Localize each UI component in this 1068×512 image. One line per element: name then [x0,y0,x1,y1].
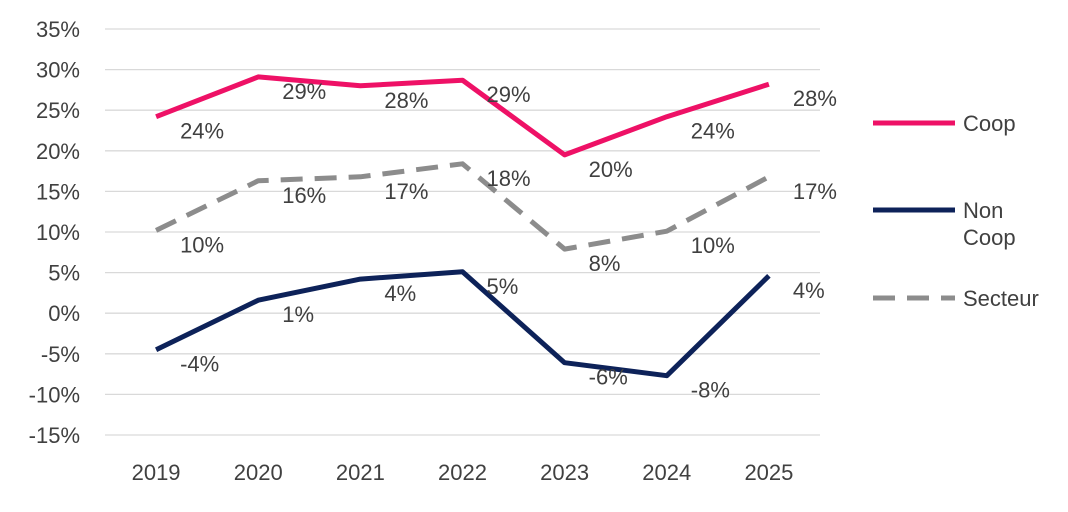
y-tick-label: 15% [36,179,80,204]
y-tick-label: -5% [41,342,80,367]
data-label: 24% [691,119,735,144]
x-tick-label: 2020 [234,460,283,485]
legend-label: Coop [963,225,1016,250]
data-label: 29% [487,82,531,107]
x-tick-label: 2021 [336,460,385,485]
x-tick-label: 2019 [132,460,181,485]
y-tick-label: 35% [36,17,80,42]
legend-label: Coop [963,111,1016,136]
series-line-coop [155,74,770,158]
y-tick-label: -15% [29,423,80,448]
data-label: 10% [180,232,224,257]
x-tick-label: 2022 [438,460,487,485]
data-label: 28% [384,88,428,113]
data-label: -8% [691,378,730,403]
x-tick-label: 2023 [540,460,589,485]
x-tick-label: 2024 [642,460,691,485]
data-label: 4% [384,281,416,306]
data-label: 10% [691,233,735,258]
series-line-non-coop [155,269,771,379]
data-label: 17% [793,179,837,204]
data-label: 16% [282,183,326,208]
data-label: 17% [384,179,428,204]
legend-label: Non [963,198,1003,223]
legend-label: Secteur [963,286,1039,311]
data-label: 8% [589,251,621,276]
series-line-secteur [155,161,771,252]
data-label: 28% [793,86,837,111]
data-label: 5% [487,274,519,299]
y-tick-label: -10% [29,382,80,407]
x-tick-label: 2025 [744,460,793,485]
data-label: 4% [793,278,825,303]
y-tick-label: 5% [48,261,80,286]
y-tick-label: 10% [36,220,80,245]
data-label: 20% [589,157,633,182]
y-tick-label: 20% [36,139,80,164]
data-label: -6% [589,365,628,390]
y-tick-label: 30% [36,58,80,83]
data-label: 1% [282,302,314,327]
y-tick-label: 0% [48,301,80,326]
data-label: 24% [180,119,224,144]
data-label: 18% [487,166,531,191]
data-label: -4% [180,352,219,377]
data-label: 29% [282,79,326,104]
y-tick-label: 25% [36,98,80,123]
